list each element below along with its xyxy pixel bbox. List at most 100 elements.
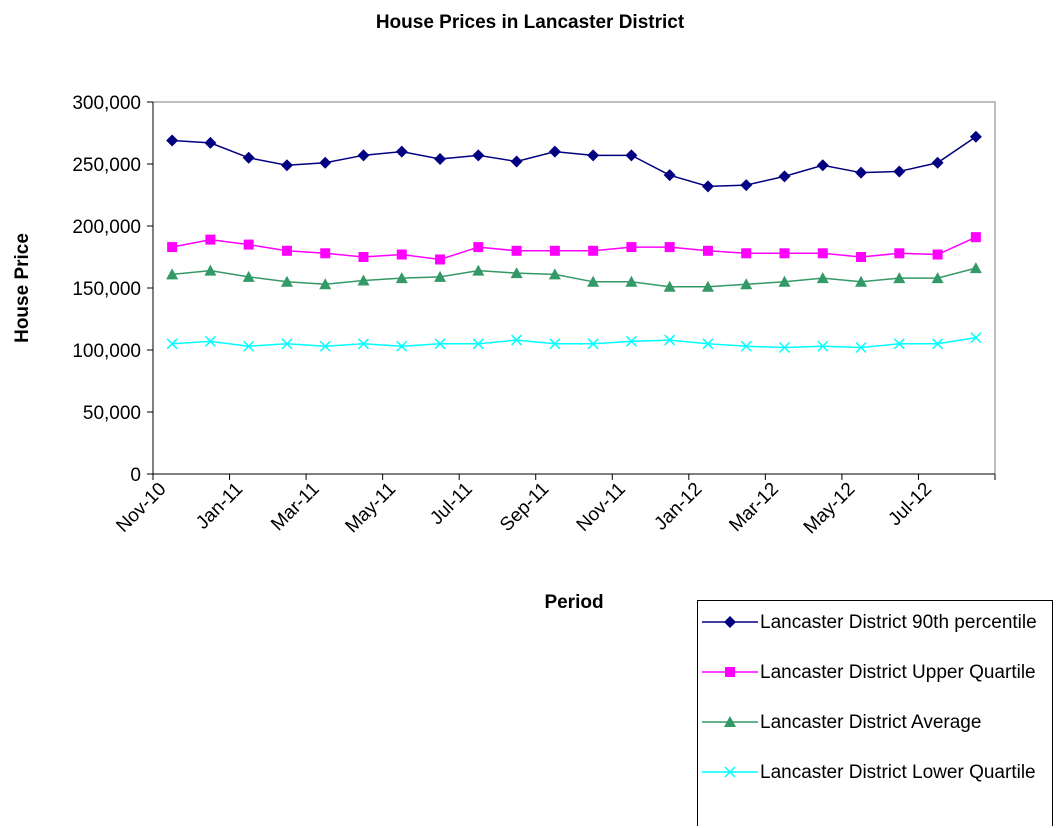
point <box>740 340 752 352</box>
point <box>855 341 867 354</box>
point <box>435 254 446 265</box>
series-line <box>172 336 976 349</box>
legend-marker <box>724 766 736 778</box>
point <box>319 278 332 290</box>
legend-item: Lancaster District Upper Quartile <box>698 651 1054 701</box>
point <box>320 248 331 259</box>
legend-label: Lancaster District Average <box>760 712 982 733</box>
point <box>243 340 255 352</box>
point <box>204 335 216 347</box>
legend-marker <box>724 616 736 628</box>
y-tick-label: 300,000 <box>72 93 141 114</box>
point <box>395 272 408 284</box>
x-tick-label: May-12 <box>800 479 860 539</box>
point <box>587 275 600 287</box>
point <box>511 334 523 346</box>
x-tick-label: May-11 <box>342 479 401 538</box>
legend-item: Lancaster District Lower Quartile <box>698 751 1054 801</box>
point <box>434 153 447 166</box>
point <box>357 274 370 286</box>
point <box>280 159 293 172</box>
point <box>741 248 752 259</box>
y-tick-label: 50,000 <box>83 403 141 424</box>
point <box>664 334 676 346</box>
point <box>167 242 178 253</box>
x-tick-label: Jul-12 <box>885 479 936 530</box>
point <box>970 232 981 243</box>
point <box>548 268 561 280</box>
point <box>969 130 982 143</box>
point <box>893 165 906 178</box>
point <box>816 272 829 284</box>
point <box>702 245 713 256</box>
plot-area <box>152 101 996 475</box>
point <box>856 252 867 262</box>
point <box>358 252 369 262</box>
y-tick-label: 250,000 <box>72 155 141 176</box>
point <box>587 149 600 162</box>
series-line <box>172 267 977 288</box>
point <box>663 280 676 292</box>
point <box>280 275 293 287</box>
chart-title: House Prices in Lancaster District <box>376 12 685 33</box>
point <box>625 149 638 162</box>
point <box>894 248 905 259</box>
point <box>855 166 868 179</box>
legend-marker <box>725 667 735 677</box>
point <box>931 156 944 169</box>
y-axis-label: House Price <box>12 233 33 343</box>
point <box>626 242 637 253</box>
x-tick-label: Mar-12 <box>725 479 782 536</box>
point <box>242 270 255 282</box>
point <box>778 341 791 354</box>
legend-label: Lancaster District Upper Quartile <box>760 662 1036 683</box>
point <box>472 338 484 350</box>
x-tick-label: Mar-11 <box>267 479 323 535</box>
y-tick-label: 200,000 <box>72 217 141 238</box>
point <box>511 245 522 256</box>
point <box>473 242 484 253</box>
point <box>472 264 485 276</box>
x-tick-label: Jul-11 <box>426 479 476 529</box>
point <box>242 151 255 164</box>
point <box>396 340 408 352</box>
point <box>166 268 179 280</box>
point <box>205 234 216 245</box>
point <box>778 275 791 287</box>
point <box>779 248 790 259</box>
point <box>855 275 868 287</box>
point <box>204 136 217 149</box>
x-tick-label: Sep-11 <box>496 479 553 536</box>
point <box>472 149 485 162</box>
point <box>663 169 676 182</box>
y-tick-label: 150,000 <box>72 279 141 300</box>
point <box>702 338 714 350</box>
y-tick-label: 100,000 <box>72 341 141 362</box>
legend-marker <box>724 716 736 727</box>
point <box>816 159 829 172</box>
point <box>434 338 446 350</box>
point <box>932 249 943 260</box>
legend-swatch <box>702 667 758 677</box>
point <box>932 338 944 350</box>
point <box>357 338 370 350</box>
point <box>548 145 561 158</box>
x-tick-label: Jan-11 <box>192 479 247 534</box>
point <box>778 170 791 183</box>
point <box>701 280 714 292</box>
point <box>243 239 254 250</box>
x-tick-label: Nov-10 <box>112 479 170 537</box>
point <box>625 335 637 347</box>
y-tick-label: 0 <box>130 465 141 486</box>
legend-swatch <box>702 716 758 727</box>
legend-swatch <box>702 766 758 778</box>
point <box>396 249 407 260</box>
point <box>319 156 332 169</box>
point <box>510 267 523 279</box>
point <box>166 338 178 350</box>
point <box>395 145 408 158</box>
legend-item: Lancaster District Average <box>698 701 1054 751</box>
legend-label: Lancaster District Lower Quartile <box>760 762 1036 783</box>
